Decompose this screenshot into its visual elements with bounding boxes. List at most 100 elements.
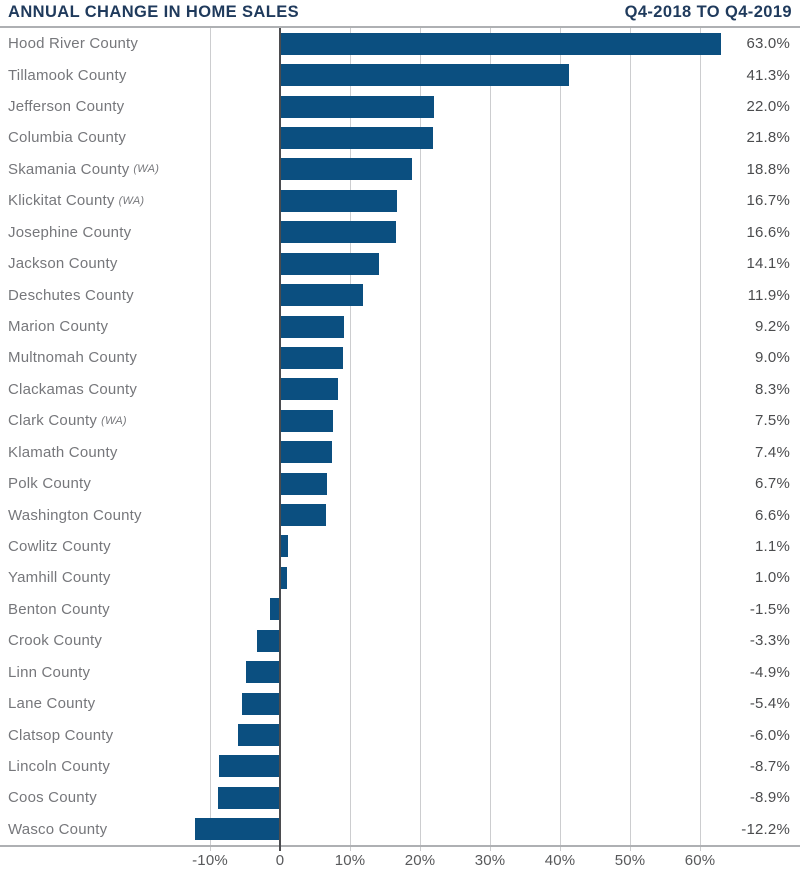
county-name: Clark County bbox=[8, 412, 98, 430]
value-label: 41.3% bbox=[746, 66, 790, 84]
value-label: 9.2% bbox=[755, 318, 790, 335]
bar-cowlitz-county bbox=[280, 535, 288, 558]
county-name: Cowlitz County bbox=[8, 537, 111, 555]
value-label: 16.6% bbox=[746, 223, 790, 241]
x-axis-line bbox=[0, 845, 800, 847]
county-name: Klamath County bbox=[8, 443, 118, 461]
county-label: Coos County bbox=[8, 782, 97, 813]
value-label: 7.5% bbox=[755, 412, 790, 430]
county-state-label: (WA) bbox=[118, 194, 145, 207]
value-label: 22.0% bbox=[746, 98, 790, 116]
value-label: -1.5% bbox=[749, 600, 790, 618]
value-label: -6.0% bbox=[749, 726, 790, 744]
header-rule bbox=[0, 26, 800, 28]
value-label: 63.0% bbox=[746, 35, 790, 53]
county-name: Josephine County bbox=[8, 223, 132, 241]
value-label: -8.9% bbox=[749, 789, 790, 807]
county-label: Wasco County bbox=[8, 814, 107, 845]
value-label: -5.4% bbox=[749, 695, 790, 713]
bar-marion-county bbox=[280, 315, 345, 338]
gridline--10% bbox=[209, 28, 211, 851]
county-label: Linn County bbox=[8, 656, 90, 687]
value-label: 9.0% bbox=[755, 349, 790, 367]
county-name: Klickitat County bbox=[8, 192, 115, 210]
bar-skamania-county bbox=[280, 158, 412, 181]
county-label: Skamania County (WA) bbox=[8, 154, 159, 185]
bar-deschutes-county bbox=[280, 284, 364, 307]
gridline-10% bbox=[349, 28, 351, 851]
x-axis-tick-label: 60% bbox=[684, 852, 716, 869]
value-label: 8.3% bbox=[755, 380, 790, 398]
bar-crook-county bbox=[256, 629, 280, 652]
bar-yamhill-county bbox=[280, 566, 287, 589]
county-name: Marion County bbox=[8, 318, 109, 335]
x-axis-tick-label: 10% bbox=[334, 852, 366, 869]
county-name: Wasco County bbox=[8, 820, 108, 838]
county-name: Yamhill County bbox=[8, 569, 111, 587]
county-name: Multnomah County bbox=[8, 349, 138, 367]
gridline-40% bbox=[559, 28, 561, 851]
bar-wasco-county bbox=[194, 818, 280, 841]
county-name: Jefferson County bbox=[8, 98, 125, 116]
county-name: Clatsop County bbox=[8, 726, 114, 744]
value-label: -12.2% bbox=[741, 820, 790, 838]
bar-josephine-county bbox=[280, 221, 397, 244]
county-name: Deschutes County bbox=[8, 286, 134, 304]
value-label: -3.3% bbox=[749, 632, 790, 650]
county-name: Tillamook County bbox=[8, 66, 127, 84]
county-label: Klickitat County (WA) bbox=[8, 185, 144, 216]
value-label: 1.0% bbox=[755, 569, 790, 587]
county-name: Clackamas County bbox=[8, 380, 138, 398]
county-name: Linn County bbox=[8, 663, 91, 681]
bar-lane-county bbox=[242, 692, 280, 715]
county-label: Lane County bbox=[8, 688, 95, 719]
county-label: Clark County (WA) bbox=[8, 405, 127, 436]
x-axis-tick-label: -10% bbox=[192, 852, 228, 869]
x-axis-tick-label: 40% bbox=[544, 852, 576, 869]
value-label: -8.7% bbox=[749, 757, 790, 775]
x-axis-tick-label: 0 bbox=[275, 852, 285, 869]
bar-hood-river-county bbox=[280, 32, 721, 55]
county-label: Multnomah County bbox=[8, 342, 137, 373]
county-name: Benton County bbox=[8, 600, 110, 618]
value-label: 16.7% bbox=[746, 192, 790, 210]
county-name: Skamania County bbox=[8, 160, 130, 178]
value-label: 6.6% bbox=[755, 506, 790, 524]
county-label: Deschutes County bbox=[8, 279, 134, 310]
county-label: Josephine County bbox=[8, 217, 131, 248]
value-label: 14.1% bbox=[746, 255, 790, 273]
chart-title: ANNUAL CHANGE IN HOME SALES bbox=[8, 3, 300, 21]
bar-washington-county bbox=[280, 504, 327, 527]
county-label: Tillamook County bbox=[8, 59, 127, 90]
x-axis-tick-label: 50% bbox=[614, 852, 646, 869]
x-axis-tick-label: 20% bbox=[404, 852, 436, 869]
gridline-50% bbox=[629, 28, 631, 851]
bar-columbia-county bbox=[280, 126, 433, 149]
value-label: 11.9% bbox=[747, 286, 790, 304]
county-name: Lincoln County bbox=[8, 757, 111, 775]
bar-clackamas-county bbox=[280, 378, 339, 401]
county-name: Hood River County bbox=[8, 35, 139, 53]
county-label: Klamath County bbox=[8, 437, 118, 468]
value-label: 1.1% bbox=[755, 537, 790, 555]
value-label: 18.8% bbox=[746, 160, 790, 178]
bar-clatsop-county bbox=[238, 724, 280, 747]
county-state-label: (WA) bbox=[133, 163, 160, 176]
county-label: Yamhill County bbox=[8, 562, 111, 593]
county-label: Clatsop County bbox=[8, 719, 113, 750]
county-state-label: (WA) bbox=[101, 414, 127, 427]
bar-klickitat-county bbox=[280, 189, 397, 212]
gridline-20% bbox=[419, 28, 421, 851]
value-label: -4.9% bbox=[749, 663, 790, 681]
value-label: 6.7% bbox=[755, 475, 790, 493]
bar-jackson-county bbox=[280, 252, 379, 275]
bar-jefferson-county bbox=[280, 95, 434, 118]
county-name: Washington County bbox=[8, 506, 142, 524]
county-name: Coos County bbox=[8, 789, 97, 807]
county-label: Hood River County bbox=[8, 28, 138, 59]
bar-tillamook-county bbox=[280, 64, 570, 87]
gridline-30% bbox=[489, 28, 491, 851]
county-label: Marion County bbox=[8, 311, 108, 342]
county-label: Polk County bbox=[8, 468, 91, 499]
